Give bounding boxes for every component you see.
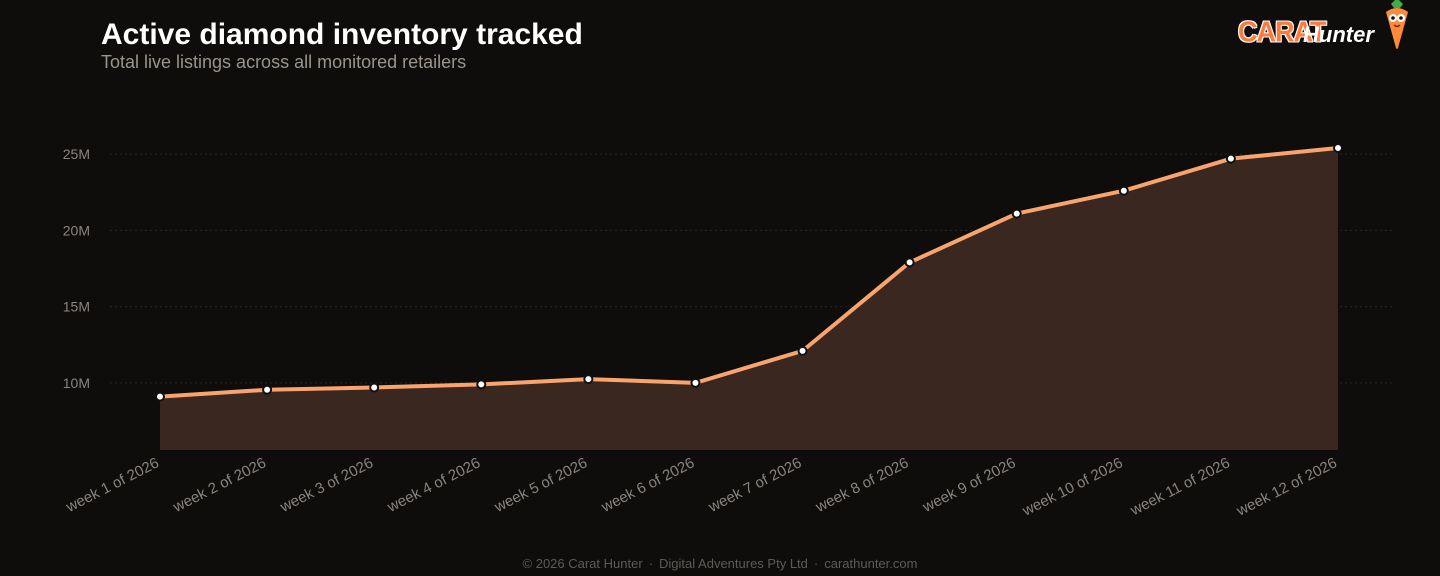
y-tick-label: 25M xyxy=(63,146,90,162)
x-tick-label: week 9 of 2026 xyxy=(919,454,1018,516)
data-point xyxy=(690,377,701,388)
data-point xyxy=(155,391,165,402)
footer-separator: · xyxy=(813,556,819,571)
series-line-layer xyxy=(158,146,1340,399)
brand-name-hunter: Hunter xyxy=(1303,22,1374,47)
footer-company: Digital Adventures Pty Ltd xyxy=(659,556,808,571)
y-tick-label: 15M xyxy=(63,299,90,315)
x-tick-label: week 11 of 2026 xyxy=(1127,454,1233,519)
data-point xyxy=(1333,143,1343,153)
brand-logo[interactable]: CARAT Hunter xyxy=(1236,0,1426,56)
y-tick-label: 20M xyxy=(63,222,90,238)
data-point xyxy=(262,384,273,395)
x-tick-label: week 3 of 2026 xyxy=(277,454,376,516)
chart-subtitle: Total live listings across all monitored… xyxy=(101,52,467,72)
data-point xyxy=(904,257,915,268)
area-fill-layer xyxy=(160,148,1338,450)
chart-title: Active diamond inventory tracked xyxy=(101,18,583,51)
x-tick-label: week 12 of 2026 xyxy=(1233,454,1340,520)
x-tick-label: week 2 of 2026 xyxy=(170,454,269,516)
data-point xyxy=(583,374,594,385)
data-point xyxy=(1225,153,1236,164)
data-point xyxy=(797,345,808,356)
y-tick-label: 10M xyxy=(63,375,90,391)
x-tick-label: week 5 of 2026 xyxy=(491,454,590,516)
brand-name-carat: CARAT xyxy=(1238,16,1326,48)
data-point xyxy=(1011,208,1022,219)
series-line xyxy=(158,146,1340,399)
area-fill xyxy=(160,148,1338,450)
x-tick-label: week 7 of 2026 xyxy=(705,454,804,516)
carrot-mascot-icon xyxy=(1386,0,1408,49)
footer-copyright: © 2026 Carat Hunter xyxy=(522,556,643,571)
footer: © 2026 Carat Hunter · Digital Adventures P… xyxy=(0,556,1440,571)
x-axis-ticks: week 1 of 2026 week 2 of 2026 week 3 of 20… xyxy=(63,454,1340,520)
data-point xyxy=(1118,185,1129,196)
x-tick-label: week 1 of 2026 xyxy=(63,454,162,516)
data-points xyxy=(155,143,1343,402)
x-tick-label: week 4 of 2026 xyxy=(384,454,483,516)
footer-site-link[interactable]: carathunter.com xyxy=(824,556,918,571)
footer-separator: · xyxy=(648,556,654,571)
x-tick-label: week 10 of 2026 xyxy=(1019,454,1126,520)
x-tick-label: week 6 of 2026 xyxy=(598,454,697,516)
data-point xyxy=(476,379,487,390)
data-point xyxy=(369,382,380,393)
y-axis-ticks: 10M 15M 20M 25M xyxy=(63,146,90,391)
x-tick-label: week 8 of 2026 xyxy=(812,454,911,516)
